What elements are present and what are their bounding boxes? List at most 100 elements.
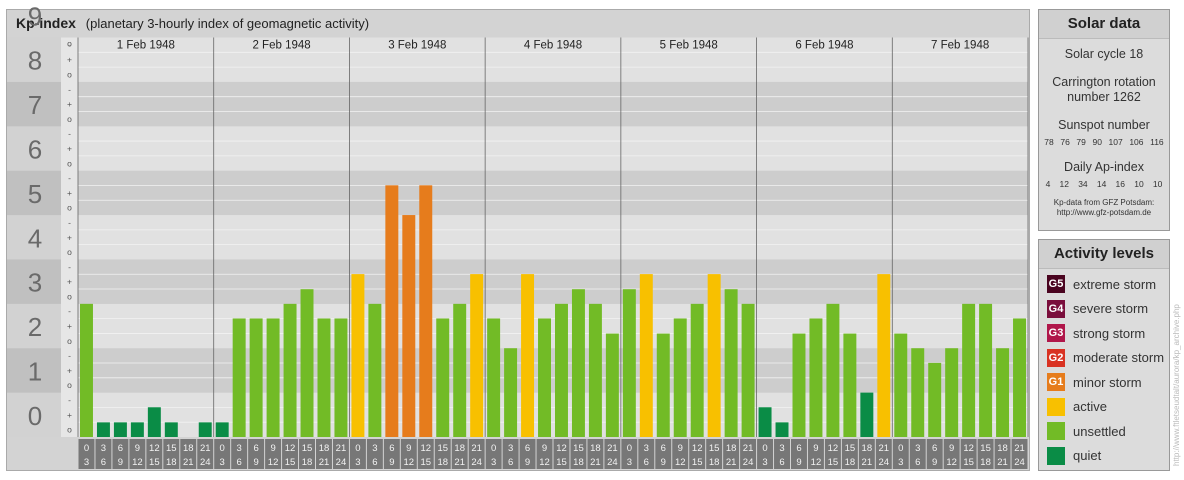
y-tick-label: 9	[28, 1, 42, 31]
time-end-label: 12	[946, 457, 957, 468]
time-start-label: 18	[862, 443, 873, 454]
time-cell	[1011, 439, 1028, 469]
time-cell	[485, 439, 502, 469]
time-start-label: 21	[1014, 443, 1025, 454]
time-end-label: 21	[454, 457, 465, 468]
kp-bar	[860, 392, 874, 437]
time-cell	[197, 439, 214, 469]
kp-bar	[80, 303, 93, 437]
time-end-label: 21	[997, 457, 1008, 468]
kp-bar	[843, 333, 857, 437]
time-cell	[807, 439, 824, 469]
y-tick-label: 3	[28, 268, 42, 298]
time-start-label: 18	[590, 443, 601, 454]
time-cell	[299, 439, 315, 469]
time-start-label: 21	[607, 443, 618, 454]
kp-bar	[300, 289, 314, 437]
time-start-label: 0	[898, 443, 903, 454]
activity-legend: G5 extreme storm G4 severe storm G3 strong st…	[1039, 269, 1169, 468]
carrington-line2: number 1262	[1067, 90, 1141, 104]
time-end-label: 24	[336, 457, 347, 468]
legend-label: moderate storm	[1073, 350, 1165, 366]
time-cell	[316, 439, 332, 469]
legend-label: extreme storm	[1073, 276, 1157, 292]
y-minor-label: o	[67, 247, 72, 257]
legend-swatch	[1047, 397, 1065, 416]
time-end-label: 24	[1014, 457, 1025, 468]
day-label: 3 Feb 1948	[388, 40, 446, 52]
y-band	[78, 259, 1028, 304]
time-start-label: 15	[980, 443, 991, 454]
time-start-label: 9	[678, 443, 683, 454]
time-end-label: 12	[539, 457, 550, 468]
kp-bar	[555, 303, 568, 437]
legend-swatch: G3	[1047, 324, 1065, 343]
time-end-label: 15	[692, 457, 703, 468]
time-cell	[536, 439, 553, 469]
y-band	[78, 170, 1028, 216]
time-start-label: 18	[997, 443, 1008, 454]
time-end-label: 24	[200, 457, 211, 468]
day-label: 7 Feb 1948	[931, 40, 989, 52]
kp-bar	[334, 318, 348, 437]
time-cell	[875, 439, 892, 469]
sunspot-value: 106	[1129, 137, 1144, 147]
time-cell	[994, 439, 1011, 469]
time-end-label: 18	[573, 457, 584, 468]
kp-bar	[504, 348, 518, 437]
kp-bar	[588, 303, 602, 437]
time-end-label: 21	[862, 457, 873, 468]
legend-item: unsettled	[1039, 419, 1169, 444]
kp-bar	[996, 348, 1010, 437]
kp-bar	[402, 215, 416, 437]
legend-item: G3 strong storm	[1039, 321, 1169, 346]
y-minor-label: -	[68, 262, 71, 272]
time-start-label: 21	[879, 443, 890, 454]
legend-swatch: G4	[1047, 299, 1065, 318]
y-minor-label: o	[67, 336, 72, 346]
kp-bar	[571, 289, 585, 437]
time-end-label: 3	[220, 457, 225, 468]
time-end-label: 15	[149, 457, 160, 468]
y-minor-label: -	[68, 84, 71, 94]
kp-bar	[962, 303, 976, 437]
time-cell	[129, 439, 146, 469]
time-cell	[706, 439, 723, 469]
kp-bar	[487, 318, 501, 437]
time-end-label: 21	[726, 457, 737, 468]
sunspot-value: 78	[1044, 137, 1054, 147]
time-end-label: 15	[420, 457, 431, 468]
time-cell	[621, 439, 638, 469]
time-start-label: 0	[84, 443, 89, 454]
time-end-label: 6	[372, 457, 377, 468]
time-end-label: 9	[253, 457, 258, 468]
time-start-label: 15	[302, 443, 313, 454]
y-label-band	[7, 170, 61, 216]
time-start-label: 18	[319, 443, 330, 454]
y-minor-label: o	[67, 39, 72, 49]
kp-bar	[351, 274, 365, 437]
time-cell	[349, 439, 366, 469]
kp-bar	[622, 289, 636, 437]
time-end-label: 6	[508, 457, 513, 468]
activity-levels-heading: Activity levels	[1039, 240, 1169, 269]
y-minor-label: o	[67, 203, 72, 213]
time-start-label: 3	[101, 443, 106, 454]
ap-value: 16	[1115, 179, 1126, 189]
watermark: http://www.ftletseudtalt/aurora/kp_archi…	[1172, 304, 1181, 466]
time-start-label: 3	[237, 443, 242, 454]
kp-bar	[809, 318, 823, 437]
time-cell	[553, 439, 570, 469]
source-line2: http://www.gfz-potsdam.de	[1056, 208, 1152, 217]
kp-bar	[656, 333, 670, 437]
time-end-label: 9	[932, 457, 937, 468]
time-cell	[231, 439, 248, 469]
time-cell	[926, 439, 943, 469]
time-start-label: 9	[406, 443, 411, 454]
time-end-label: 9	[389, 457, 394, 468]
y-minor-label: -	[68, 217, 71, 227]
time-start-label: 12	[285, 443, 296, 454]
time-end-label: 12	[404, 457, 415, 468]
sunspot-values: 78 76 79 90 107 106 116	[1039, 137, 1169, 147]
